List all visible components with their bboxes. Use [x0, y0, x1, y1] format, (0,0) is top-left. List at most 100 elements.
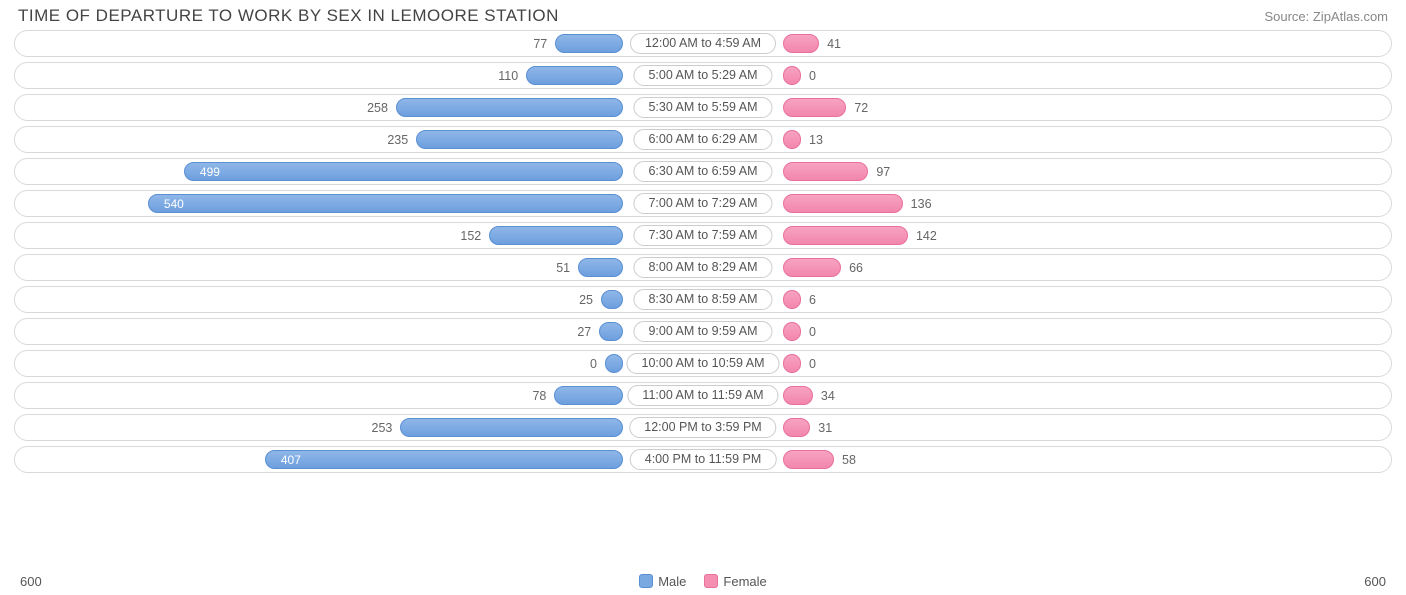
- row-track: 5:00 AM to 5:29 AM 110 0: [14, 62, 1392, 89]
- legend-female: Female: [704, 574, 766, 589]
- female-bar: [783, 290, 801, 309]
- male-value: 499: [192, 159, 220, 186]
- female-value: 31: [818, 415, 832, 442]
- row-track: 12:00 PM to 3:59 PM25331: [14, 414, 1392, 441]
- legend-female-label: Female: [723, 574, 766, 589]
- row-track: 7:30 AM to 7:59 AM 152 142: [14, 222, 1392, 249]
- legend-male: Male: [639, 574, 686, 589]
- row-track: 6:00 AM to 6:29 AM 235 13: [14, 126, 1392, 153]
- female-value: 6: [809, 287, 816, 314]
- male-value: 78: [532, 383, 546, 410]
- male-value: 0: [590, 351, 597, 378]
- female-bar: [783, 98, 846, 117]
- female-swatch-icon: [704, 574, 718, 588]
- male-bar: [578, 258, 623, 277]
- male-value: 407: [273, 447, 301, 474]
- female-value: 66: [849, 255, 863, 282]
- female-bar: [783, 322, 801, 341]
- male-value: 540: [156, 191, 184, 218]
- male-value: 152: [460, 223, 481, 250]
- legend-male-label: Male: [658, 574, 686, 589]
- female-value: 0: [809, 63, 816, 90]
- male-value: 110: [498, 63, 518, 90]
- time-range-label: 6:30 AM to 6:59 AM: [633, 161, 772, 182]
- male-bar: [526, 66, 623, 85]
- legend: Male Female: [639, 574, 767, 589]
- row-track: 12:00 AM to 4:59 AM 77 41: [14, 30, 1392, 57]
- female-value: 0: [809, 319, 816, 346]
- row-track: 6:30 AM to 6:59 AM 499 97: [14, 158, 1392, 185]
- chart-footer: 600 Male Female 600: [0, 574, 1406, 589]
- data-row: 5:00 AM to 5:29 AM 110 0: [14, 62, 1392, 89]
- female-bar: [783, 162, 868, 181]
- male-bar: [400, 418, 623, 437]
- male-bar: [599, 322, 623, 341]
- time-range-label: 12:00 AM to 4:59 AM: [630, 33, 776, 54]
- female-value: 0: [809, 351, 816, 378]
- row-track: 8:30 AM to 8:59 AM 25 6: [14, 286, 1392, 313]
- female-value: 142: [916, 223, 937, 250]
- axis-right-max: 600: [1364, 574, 1386, 589]
- data-row: 11:00 AM to 11:59 AM 78 34: [14, 382, 1392, 409]
- male-value: 253: [372, 415, 393, 442]
- female-bar: [783, 450, 834, 469]
- time-range-label: 8:00 AM to 8:29 AM: [633, 257, 772, 278]
- female-bar: [783, 194, 903, 213]
- row-track: 8:00 AM to 8:29 AM 51 66: [14, 254, 1392, 281]
- male-swatch-icon: [639, 574, 653, 588]
- time-range-label: 6:00 AM to 6:29 AM: [633, 129, 772, 150]
- time-range-label: 8:30 AM to 8:59 AM: [633, 289, 772, 310]
- row-track: 11:00 AM to 11:59 AM 78 34: [14, 382, 1392, 409]
- female-bar: [783, 34, 819, 53]
- male-value: 51: [556, 255, 570, 282]
- male-bar: [489, 226, 623, 245]
- female-value: 58: [842, 447, 856, 474]
- male-bar: [555, 34, 623, 53]
- data-row: 8:30 AM to 8:59 AM 25 6: [14, 286, 1392, 313]
- time-range-label: 10:00 AM to 10:59 AM: [627, 353, 780, 374]
- female-bar: [783, 258, 841, 277]
- time-range-label: 9:00 AM to 9:59 AM: [633, 321, 772, 342]
- female-value: 34: [821, 383, 835, 410]
- male-value: 77: [533, 31, 547, 58]
- row-track: 4:00 PM to 11:59 PM 407 58: [14, 446, 1392, 473]
- male-bar: [184, 162, 623, 181]
- time-range-label: 5:30 AM to 5:59 AM: [633, 97, 772, 118]
- time-range-label: 7:30 AM to 7:59 AM: [633, 225, 772, 246]
- male-bar: [396, 98, 623, 117]
- time-range-label: 11:00 AM to 11:59 AM: [627, 385, 778, 406]
- female-value: 41: [827, 31, 841, 58]
- chart-source: Source: ZipAtlas.com: [1264, 9, 1388, 24]
- axis-left-max: 600: [20, 574, 42, 589]
- male-bar: [416, 130, 623, 149]
- row-track: 7:00 AM to 7:29 AM 540 136: [14, 190, 1392, 217]
- data-row: 10:00 AM to 10:59 AM 0 0: [14, 350, 1392, 377]
- time-range-label: 5:00 AM to 5:29 AM: [633, 65, 772, 86]
- chart-title: TIME OF DEPARTURE TO WORK BY SEX IN LEMO…: [18, 6, 559, 26]
- female-bar: [783, 354, 801, 373]
- female-value: 136: [911, 191, 932, 218]
- data-row: 7:00 AM to 7:29 AM 540 136: [14, 190, 1392, 217]
- female-value: 72: [854, 95, 868, 122]
- male-bar: [148, 194, 623, 213]
- male-bar: [605, 354, 623, 373]
- data-row: 9:00 AM to 9:59 AM270: [14, 318, 1392, 345]
- male-bar: [601, 290, 623, 309]
- data-row: 7:30 AM to 7:59 AM 152 142: [14, 222, 1392, 249]
- data-row: 5:30 AM to 5:59 AM 258 72: [14, 94, 1392, 121]
- male-value: 235: [387, 127, 408, 154]
- row-track: 5:30 AM to 5:59 AM 258 72: [14, 94, 1392, 121]
- row-track: 9:00 AM to 9:59 AM270: [14, 318, 1392, 345]
- male-value: 258: [367, 95, 388, 122]
- data-row: 6:00 AM to 6:29 AM 235 13: [14, 126, 1392, 153]
- time-range-label: 4:00 PM to 11:59 PM: [630, 449, 777, 470]
- data-row: 12:00 AM to 4:59 AM 77 41: [14, 30, 1392, 57]
- time-range-label: 7:00 AM to 7:29 AM: [633, 193, 772, 214]
- female-bar: [783, 130, 801, 149]
- row-track: 10:00 AM to 10:59 AM 0 0: [14, 350, 1392, 377]
- male-value: 25: [579, 287, 593, 314]
- female-value: 97: [876, 159, 890, 186]
- female-value: 13: [809, 127, 823, 154]
- female-bar: [783, 66, 801, 85]
- data-row: 4:00 PM to 11:59 PM 407 58: [14, 446, 1392, 473]
